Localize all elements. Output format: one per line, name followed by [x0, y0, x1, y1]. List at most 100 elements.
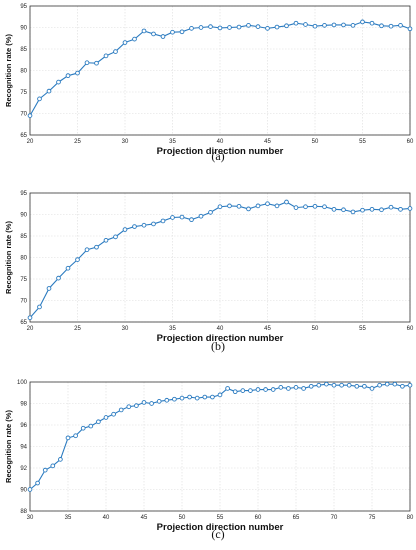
- data-point: [339, 382, 344, 388]
- x-tick-label: 45: [264, 139, 271, 145]
- data-point: [240, 388, 246, 393]
- data-point: [308, 383, 314, 389]
- data-point: [274, 24, 280, 30]
- data-point: [360, 19, 365, 25]
- data-point: [65, 435, 71, 441]
- x-axis-label: Projection direction number: [157, 146, 284, 157]
- data-point: [331, 206, 337, 212]
- data-point: [151, 221, 156, 227]
- data-point: [187, 394, 192, 400]
- data-point: [103, 415, 109, 420]
- data-point: [103, 53, 109, 59]
- series-line: [29, 21, 411, 116]
- y-tick-label: 80: [20, 69, 27, 75]
- data-point: [27, 113, 33, 118]
- x-tick-label: 30: [122, 139, 129, 145]
- data-point: [284, 199, 289, 205]
- panel-caption: (a): [211, 149, 224, 163]
- data-point: [198, 25, 204, 30]
- data-point: [227, 25, 232, 30]
- data-point: [208, 210, 213, 215]
- data-point: [134, 403, 139, 408]
- y-tick-label: 65: [20, 133, 27, 139]
- data-point: [217, 392, 223, 398]
- data-point: [301, 386, 306, 391]
- data-point: [27, 315, 33, 321]
- x-tick-label: 45: [264, 326, 271, 332]
- data-point: [303, 22, 308, 27]
- y-tick-label: 94: [20, 445, 27, 451]
- x-tick-label: 30: [27, 515, 34, 521]
- data-point: [126, 404, 132, 410]
- data-point: [84, 60, 90, 66]
- data-point: [96, 419, 101, 425]
- data-point: [284, 23, 289, 29]
- data-point: [265, 201, 270, 207]
- data-point: [156, 399, 162, 404]
- data-point: [194, 395, 200, 401]
- x-tick-label: 40: [217, 139, 224, 145]
- y-axis-label: Recognition rate (%): [4, 34, 13, 107]
- data-point: [369, 206, 375, 212]
- data-point: [149, 401, 154, 406]
- data-point: [132, 36, 137, 42]
- data-point: [246, 206, 251, 212]
- data-point: [303, 204, 308, 210]
- data-point: [246, 23, 251, 28]
- data-point: [56, 79, 61, 85]
- data-point: [293, 20, 299, 26]
- panel-caption: (c): [211, 527, 224, 541]
- x-tick-label: 45: [141, 515, 148, 521]
- data-point: [400, 383, 405, 389]
- x-tick-label: 30: [122, 326, 129, 332]
- data-point: [369, 20, 375, 26]
- data-point: [202, 394, 208, 400]
- x-tick-label: 50: [312, 326, 319, 332]
- data-point: [392, 381, 398, 387]
- data-point: [388, 23, 394, 29]
- data-point: [293, 385, 299, 390]
- data-point: [103, 237, 109, 243]
- data-point: [35, 480, 40, 486]
- y-tick-label: 85: [20, 47, 27, 53]
- data-point: [293, 205, 299, 210]
- data-point: [388, 204, 394, 210]
- y-axis-label: Recognition rate (%): [4, 221, 13, 294]
- data-point: [255, 387, 261, 392]
- data-point: [46, 88, 52, 94]
- chart-panel-1: 20 25 30 35 40 45 50 55 60 65 70 75 80 85 90 95 Projecti…: [4, 4, 414, 163]
- y-tick-label: 90: [20, 26, 27, 32]
- x-tick-label: 55: [359, 326, 366, 332]
- data-point: [324, 381, 329, 387]
- data-point: [346, 382, 352, 388]
- y-tick-label: 88: [20, 509, 27, 515]
- data-point: [316, 382, 322, 388]
- data-point: [141, 400, 147, 405]
- x-tick-label: 20: [27, 326, 34, 332]
- data-point: [208, 24, 213, 29]
- data-point: [122, 227, 128, 232]
- y-tick-label: 98: [20, 402, 27, 408]
- data-point: [75, 70, 80, 76]
- plot-frame: [29, 192, 411, 323]
- x-tick-label: 35: [169, 326, 176, 332]
- data-point: [377, 382, 382, 388]
- y-tick-label: 92: [20, 466, 27, 472]
- x-tick-label: 80: [407, 515, 414, 521]
- data-point: [113, 49, 118, 54]
- data-point: [236, 203, 242, 209]
- y-tick-label: 90: [20, 488, 27, 494]
- data-point: [255, 203, 261, 209]
- data-point: [94, 244, 99, 250]
- data-point: [179, 395, 185, 401]
- data-point: [75, 257, 80, 262]
- data-point: [286, 386, 291, 391]
- data-point: [111, 411, 116, 417]
- data-point: [56, 275, 61, 281]
- data-point: [248, 388, 253, 393]
- data-point: [362, 383, 367, 389]
- x-tick-label: 60: [407, 139, 414, 145]
- x-tick-label: 20: [27, 139, 34, 145]
- x-tick-label: 75: [369, 515, 376, 521]
